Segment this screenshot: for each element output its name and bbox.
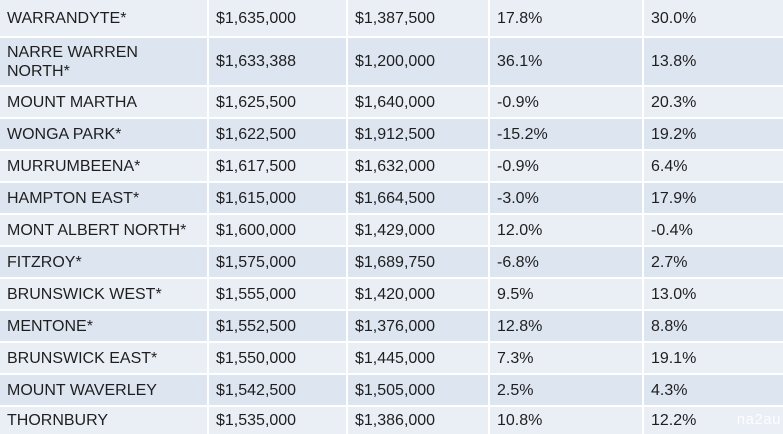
table-row: MONT ALBERT NORTH* $1,600,000 $1,429,000…: [0, 215, 783, 245]
price-b-cell: $1,632,000: [348, 151, 490, 181]
suburb-cell: MURRUMBEENA*: [0, 151, 209, 181]
table-row: MENTONE* $1,552,500 $1,376,000 12.8% 8.8…: [0, 311, 783, 341]
change-b-cell: -0.4%: [644, 215, 783, 245]
table-row: WONGA PARK* $1,622,500 $1,912,500 -15.2%…: [0, 119, 783, 149]
change-b-cell: 17.9%: [644, 183, 783, 213]
suburb-cell: THORNBURY: [0, 407, 209, 434]
price-b-cell: $1,386,000: [348, 407, 490, 434]
price-a-cell: $1,633,388: [209, 38, 348, 85]
price-a-cell: $1,542,500: [209, 375, 348, 405]
change-b-cell: 13.8%: [644, 38, 783, 85]
change-b-cell: 2.7%: [644, 247, 783, 277]
table-row: MURRUMBEENA* $1,617,500 $1,632,000 -0.9%…: [0, 151, 783, 181]
change-a-cell: 2.5%: [490, 375, 644, 405]
suburb-cell: NARRE WARREN NORTH*: [0, 38, 209, 85]
change-b-cell: 19.1%: [644, 343, 783, 373]
price-b-cell: $1,445,000: [348, 343, 490, 373]
change-b-cell: 13.0%: [644, 279, 783, 309]
price-a-cell: $1,600,000: [209, 215, 348, 245]
change-b-cell: 8.8%: [644, 311, 783, 341]
price-b-cell: $1,505,000: [348, 375, 490, 405]
price-b-cell: $1,429,000: [348, 215, 490, 245]
change-b-cell: 30.0%: [644, 0, 783, 36]
suburb-cell: WONGA PARK*: [0, 119, 209, 149]
table-row: NARRE WARREN NORTH* $1,633,388 $1,200,00…: [0, 38, 783, 85]
change-a-cell: 12.0%: [490, 215, 644, 245]
table-row: MOUNT MARTHA $1,625,500 $1,640,000 -0.9%…: [0, 87, 783, 117]
price-b-cell: $1,387,500: [348, 0, 490, 36]
table-row: WARRANDYTE* $1,635,000 $1,387,500 17.8% …: [0, 0, 783, 36]
change-a-cell: -0.9%: [490, 151, 644, 181]
price-a-cell: $1,622,500: [209, 119, 348, 149]
table-row: THORNBURY $1,535,000 $1,386,000 10.8% 12…: [0, 407, 783, 434]
suburb-cell: MOUNT MARTHA: [0, 87, 209, 117]
price-b-cell: $1,689,750: [348, 247, 490, 277]
price-a-cell: $1,635,000: [209, 0, 348, 36]
change-a-cell: -3.0%: [490, 183, 644, 213]
suburb-cell: HAMPTON EAST*: [0, 183, 209, 213]
price-a-cell: $1,575,000: [209, 247, 348, 277]
table-row: BRUNSWICK WEST* $1,555,000 $1,420,000 9.…: [0, 279, 783, 309]
price-a-cell: $1,552,500: [209, 311, 348, 341]
table-row: BRUNSWICK EAST* $1,550,000 $1,445,000 7.…: [0, 343, 783, 373]
change-b-cell: 20.3%: [644, 87, 783, 117]
suburb-cell: MONT ALBERT NORTH*: [0, 215, 209, 245]
change-a-cell: 10.8%: [490, 407, 644, 434]
suburb-cell: MOUNT WAVERLEY: [0, 375, 209, 405]
change-b-cell: 19.2%: [644, 119, 783, 149]
price-a-cell: $1,555,000: [209, 279, 348, 309]
suburb-cell: BRUNSWICK WEST*: [0, 279, 209, 309]
change-a-cell: 36.1%: [490, 38, 644, 85]
watermark: na2au: [736, 411, 781, 428]
suburb-cell: BRUNSWICK EAST*: [0, 343, 209, 373]
table-row: MOUNT WAVERLEY $1,542,500 $1,505,000 2.5…: [0, 375, 783, 405]
price-a-cell: $1,625,500: [209, 87, 348, 117]
price-b-cell: $1,200,000: [348, 38, 490, 85]
price-a-cell: $1,615,000: [209, 183, 348, 213]
change-a-cell: -6.8%: [490, 247, 644, 277]
price-b-cell: $1,376,000: [348, 311, 490, 341]
suburb-cell: WARRANDYTE*: [0, 0, 209, 36]
price-b-cell: $1,420,000: [348, 279, 490, 309]
price-b-cell: $1,640,000: [348, 87, 490, 117]
price-a-cell: $1,550,000: [209, 343, 348, 373]
change-a-cell: 17.8%: [490, 0, 644, 36]
change-a-cell: 7.3%: [490, 343, 644, 373]
suburb-cell: MENTONE*: [0, 311, 209, 341]
price-b-cell: $1,912,500: [348, 119, 490, 149]
change-b-cell: 12.2%: [644, 407, 783, 434]
price-a-cell: $1,535,000: [209, 407, 348, 434]
suburb-cell: FITZROY*: [0, 247, 209, 277]
table-row: FITZROY* $1,575,000 $1,689,750 -6.8% 2.7…: [0, 247, 783, 277]
table-row: HAMPTON EAST* $1,615,000 $1,664,500 -3.0…: [0, 183, 783, 213]
change-a-cell: 9.5%: [490, 279, 644, 309]
change-b-cell: 4.3%: [644, 375, 783, 405]
change-a-cell: -15.2%: [490, 119, 644, 149]
change-b-cell: 6.4%: [644, 151, 783, 181]
change-a-cell: -0.9%: [490, 87, 644, 117]
price-a-cell: $1,617,500: [209, 151, 348, 181]
change-a-cell: 12.8%: [490, 311, 644, 341]
price-b-cell: $1,664,500: [348, 183, 490, 213]
